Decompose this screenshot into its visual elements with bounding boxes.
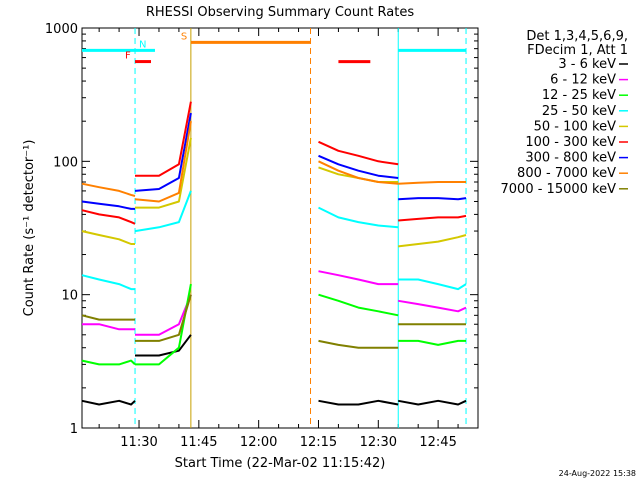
series-line xyxy=(135,137,192,209)
series-line xyxy=(81,182,136,197)
state-bar-label: N xyxy=(139,39,146,50)
legend-entry-label: 25 - 50 keV xyxy=(542,104,616,119)
x-tick-label: 11:45 xyxy=(180,435,217,450)
series-line xyxy=(81,200,135,210)
y-tick-label: 1 xyxy=(70,422,78,437)
series-line xyxy=(134,112,192,192)
series-line xyxy=(81,230,135,245)
y-tick-label: 100 xyxy=(53,155,78,170)
timestamp: 24-Aug-2022 15:38 xyxy=(559,469,636,478)
series-line xyxy=(318,166,399,183)
series-line xyxy=(318,339,399,349)
legend-entry-label: 800 - 7000 keV xyxy=(517,166,616,181)
legend-header: FDecim 1, Att 1 xyxy=(527,43,628,58)
legend-entry-label: 6 - 12 keV xyxy=(550,73,616,88)
series-line xyxy=(81,274,135,291)
y-tick-label: 1000 xyxy=(45,22,78,37)
series-line xyxy=(398,214,467,222)
legend-header: Det 1,3,4,5,6,9, xyxy=(526,29,628,44)
legend-entry-label: 100 - 300 keV xyxy=(525,135,616,150)
series-line xyxy=(81,399,136,406)
series-line xyxy=(318,293,399,317)
series-line xyxy=(318,160,399,185)
series-line xyxy=(318,140,399,166)
legend-entry-label: 12 - 25 keV xyxy=(542,88,616,103)
series-line xyxy=(398,339,466,346)
x-tick-label: 11:30 xyxy=(120,435,157,450)
x-tick-label: 12:45 xyxy=(419,435,456,450)
series-line xyxy=(135,294,192,342)
plot-area: 1 10 100 1000 11:30 11:45 12:00 12:15 12:30 12:45… xyxy=(45,22,479,450)
legend-entry-label: 300 - 800 keV xyxy=(525,151,616,166)
series-line xyxy=(135,101,192,177)
series-line xyxy=(81,209,136,225)
legend-entry-label: 7000 - 15000 keV xyxy=(501,182,617,197)
series-line xyxy=(81,314,135,321)
series-line xyxy=(398,399,467,406)
series-line xyxy=(134,190,192,233)
x-tick-label: 12:30 xyxy=(360,435,397,450)
x-tick-label: 12:00 xyxy=(240,435,277,450)
series-line xyxy=(318,206,399,229)
series-line xyxy=(398,234,467,248)
legend: Det 1,3,4,5,6,9,FDecim 1, Att 13 - 6 keV… xyxy=(501,29,628,197)
series-line xyxy=(82,323,135,331)
series-line xyxy=(398,197,467,201)
chart-title: RHESSI Observing Summary Count Rates xyxy=(146,5,415,20)
x-tick-label: 12:15 xyxy=(300,435,337,450)
state-bar-label: S xyxy=(181,31,187,42)
series-line xyxy=(318,154,399,179)
x-axis-label: Start Time (22-Mar-02 11:15:42) xyxy=(175,456,386,471)
series-line xyxy=(81,359,136,366)
y-axis-label: Count Rate (s⁻¹ detector⁻¹) xyxy=(22,140,37,317)
y-tick-label: 10 xyxy=(61,289,78,304)
state-bar-label: F xyxy=(125,51,131,62)
legend-entry-label: 50 - 100 keV xyxy=(534,119,617,134)
series-line xyxy=(318,399,399,406)
series-line xyxy=(135,334,192,357)
series-line xyxy=(398,299,467,313)
series-line xyxy=(134,121,192,203)
series-line xyxy=(318,270,399,286)
series-line xyxy=(398,181,466,185)
legend-entry-label: 3 - 6 keV xyxy=(558,57,616,72)
series-line xyxy=(135,294,192,336)
plot-frame xyxy=(81,27,479,429)
series-line xyxy=(398,278,467,291)
